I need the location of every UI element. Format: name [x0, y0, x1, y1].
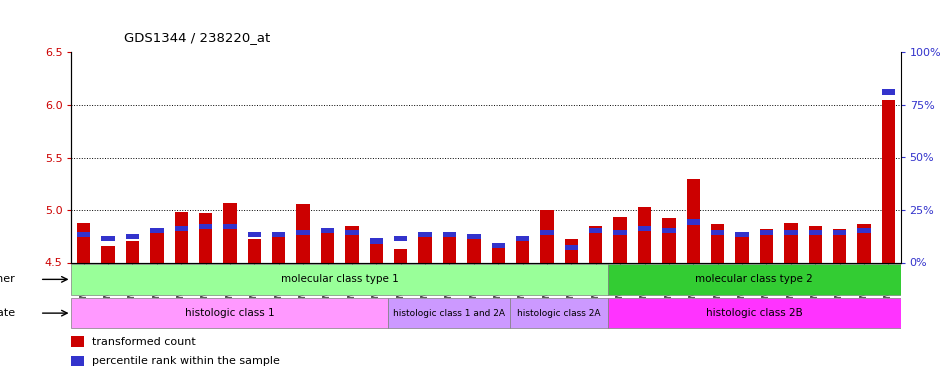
Bar [321, 228, 334, 233]
Bar [807, 230, 821, 235]
Bar [443, 237, 456, 262]
Text: histologic class 2A: histologic class 2A [517, 309, 601, 318]
Bar [150, 228, 164, 262]
Text: disease state: disease state [0, 308, 15, 318]
Bar [345, 230, 358, 235]
Bar [540, 210, 553, 262]
Bar [832, 229, 845, 262]
Bar [637, 226, 650, 231]
Bar [223, 202, 236, 262]
Bar [126, 234, 139, 239]
Bar [783, 230, 797, 235]
Bar [710, 230, 724, 235]
Bar [199, 224, 212, 229]
Bar [345, 226, 358, 262]
Bar [685, 219, 700, 225]
Bar [759, 230, 772, 235]
Bar [466, 234, 480, 262]
Bar [565, 244, 578, 250]
Bar [759, 229, 772, 262]
Bar [832, 230, 845, 235]
Bar [613, 230, 626, 235]
Bar [248, 239, 261, 262]
Bar [71, 336, 84, 347]
Text: transformed count: transformed count [92, 337, 196, 346]
Bar [607, 264, 900, 295]
Bar [369, 238, 383, 244]
Bar [662, 218, 675, 262]
Bar [662, 228, 675, 233]
Bar [491, 243, 505, 248]
Text: histologic class 2B: histologic class 2B [705, 308, 802, 318]
Text: GDS1344 / 238220_at: GDS1344 / 238220_at [124, 31, 269, 44]
Text: histologic class 1 and 2A: histologic class 1 and 2A [393, 309, 505, 318]
Bar [296, 204, 309, 262]
Bar [101, 236, 114, 242]
Bar [613, 217, 626, 262]
Bar [540, 230, 553, 235]
Bar [174, 226, 188, 231]
Text: other: other [0, 274, 15, 284]
Bar [857, 228, 870, 233]
Bar [296, 230, 309, 235]
Text: histologic class 1: histologic class 1 [185, 308, 274, 318]
Bar [271, 232, 286, 237]
Bar [857, 224, 870, 262]
Bar [418, 232, 431, 237]
Bar [393, 249, 407, 262]
Bar [150, 228, 164, 233]
Text: molecular class type 2: molecular class type 2 [695, 274, 812, 284]
Bar [515, 236, 528, 242]
Bar [710, 224, 724, 262]
Bar [881, 89, 894, 94]
Bar [71, 356, 84, 366]
Bar [126, 242, 139, 262]
Bar [881, 100, 894, 262]
Bar [588, 228, 602, 233]
Bar [393, 236, 407, 242]
Bar [77, 223, 90, 262]
Bar [515, 236, 528, 262]
Bar [735, 232, 748, 237]
Bar [71, 298, 388, 328]
Bar [735, 237, 748, 262]
Bar [199, 213, 212, 262]
Bar [565, 239, 578, 262]
Bar [388, 298, 510, 328]
Bar [71, 264, 607, 295]
Bar [607, 298, 900, 328]
Bar [174, 212, 188, 262]
Text: molecular class type 1: molecular class type 1 [281, 274, 398, 284]
Bar [223, 224, 236, 229]
Bar [807, 226, 821, 262]
Bar [248, 232, 261, 237]
Bar [321, 231, 334, 262]
Bar [685, 178, 700, 262]
Bar [466, 234, 480, 239]
Bar [271, 234, 286, 262]
Bar [588, 226, 602, 262]
Bar [443, 232, 456, 237]
Bar [637, 207, 650, 262]
Bar [418, 233, 431, 262]
Bar [783, 223, 797, 262]
Bar [510, 298, 607, 328]
Bar [491, 248, 505, 262]
Text: percentile rank within the sample: percentile rank within the sample [92, 356, 280, 366]
Bar [77, 232, 90, 237]
Bar [369, 239, 383, 262]
Bar [101, 246, 114, 262]
